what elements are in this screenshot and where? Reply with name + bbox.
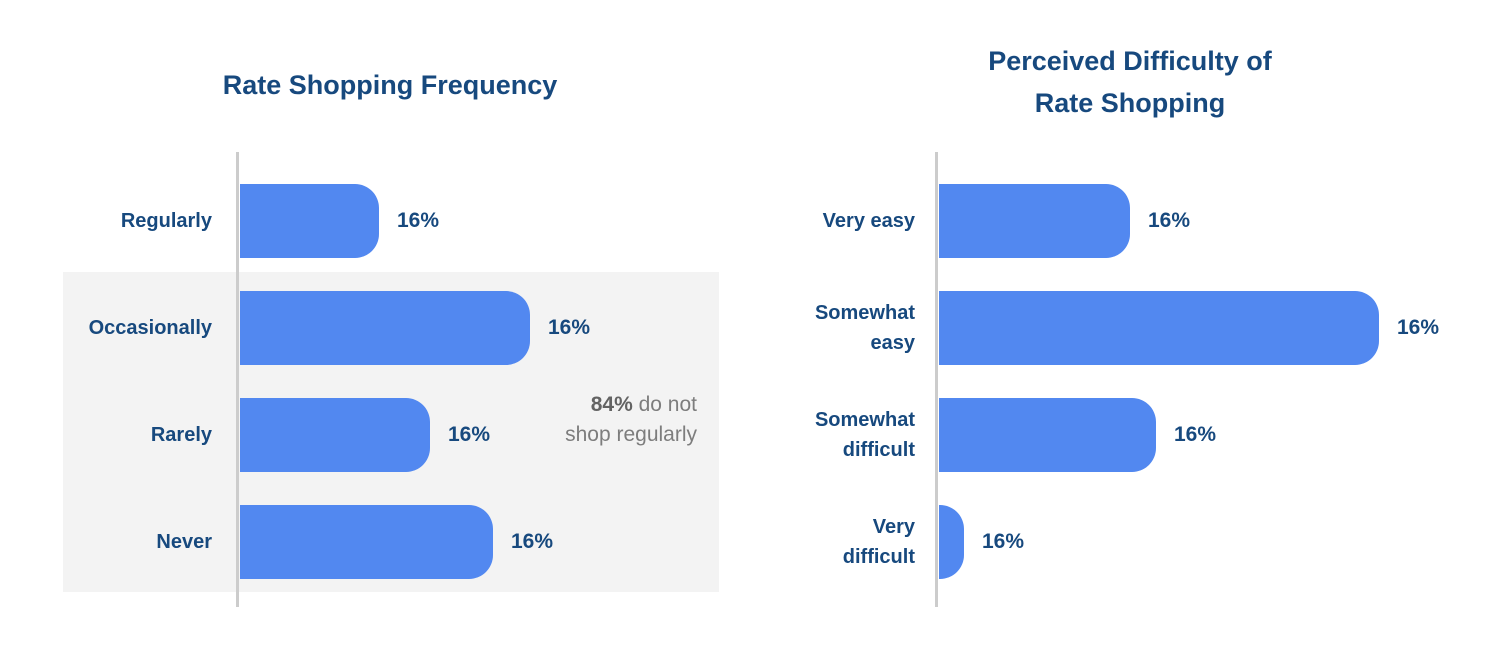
bar xyxy=(240,505,493,579)
chart-title: Perceived Difficulty of Rate Shopping xyxy=(988,46,1272,118)
category-label: Somewhat difficult xyxy=(814,409,915,461)
annotation: 84% do not shop regularly xyxy=(565,390,697,450)
category-label: Rarely xyxy=(150,424,212,446)
category-label: Very difficult xyxy=(842,516,915,568)
value-label: 16% xyxy=(1397,316,1440,339)
bar xyxy=(939,184,1130,258)
bar xyxy=(240,291,530,365)
category-label: Never xyxy=(156,531,212,553)
bar xyxy=(240,184,379,258)
value-label: 16% xyxy=(982,530,1025,553)
bar xyxy=(240,398,430,472)
bar xyxy=(939,291,1379,365)
annotation-line-1: 84% do not xyxy=(565,390,697,420)
bar xyxy=(939,505,964,579)
value-label: 16% xyxy=(397,209,440,232)
y-axis-line xyxy=(236,152,239,607)
category-label: Somewhat easy xyxy=(814,302,915,354)
annotation-line-2: shop regularly xyxy=(565,423,697,446)
value-label: 16% xyxy=(1148,209,1191,232)
bar xyxy=(939,398,1156,472)
y-axis-line xyxy=(935,152,938,607)
chart-title: Rate Shopping Frequency xyxy=(222,70,558,100)
value-label: 16% xyxy=(448,423,491,446)
value-label: 16% xyxy=(548,316,591,339)
value-label: 16% xyxy=(1174,423,1217,446)
annotation-bold-value: 84% xyxy=(590,393,633,416)
category-label: Occasionally xyxy=(88,317,212,339)
annotation-line-1-rest: do not xyxy=(632,393,697,416)
category-label: Very easy xyxy=(822,210,915,232)
category-label: Regularly xyxy=(120,210,212,232)
value-label: 16% xyxy=(511,530,554,553)
